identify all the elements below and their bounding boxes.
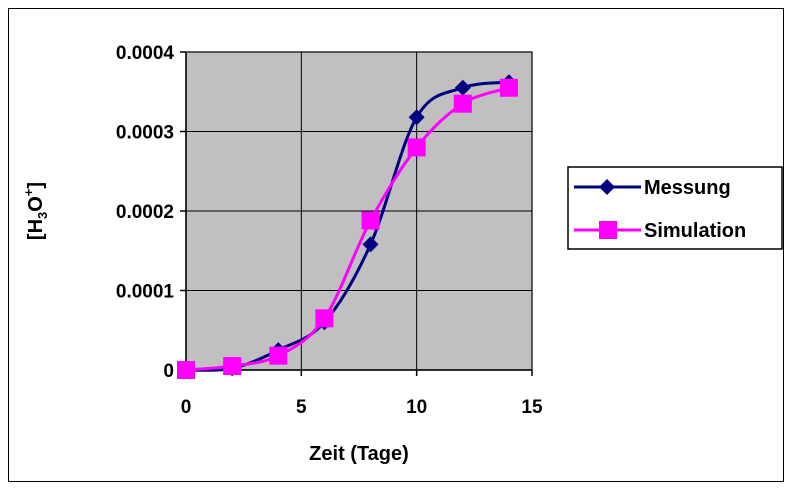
- y-axis-title-sub: 3: [35, 212, 50, 219]
- data-point-messung: [454, 79, 471, 96]
- x-tick-label: 10: [406, 397, 427, 418]
- axes: 0 0.0001 0.0002 0.0003 0.0004 0 5 10 15: [116, 43, 543, 418]
- data-point-simulation: [499, 78, 518, 97]
- legend-marker-simulation: [599, 221, 617, 239]
- data-point-simulation: [407, 138, 426, 157]
- series-simulation: [177, 78, 518, 379]
- data-point-simulation: [223, 357, 242, 376]
- legend-label-simulation: Simulation: [644, 220, 746, 242]
- series-layer: [177, 74, 518, 379]
- data-point-messung: [362, 236, 379, 253]
- y-axis-title-prefix: [H: [25, 219, 47, 240]
- legend-item-simulation: Simulation: [574, 220, 746, 242]
- data-point-simulation: [453, 94, 472, 113]
- y-tick-label: 0.0002: [116, 202, 174, 223]
- x-tick-label: 5: [296, 397, 307, 418]
- x-axis-title: Zeit (Tage): [309, 443, 409, 465]
- y-tick-label: 0.0001: [116, 282, 175, 303]
- x-tick-label: 15: [521, 397, 543, 418]
- grid-lines: [186, 51, 533, 370]
- y-axis-title: [H3O+]: [21, 182, 50, 240]
- legend-item-messung: Messung: [574, 177, 731, 199]
- y-axis-title-mid: O: [25, 196, 47, 212]
- data-point-simulation: [361, 211, 380, 230]
- y-tick-label: 0.0003: [116, 123, 174, 144]
- x-tick-label: 0: [181, 397, 192, 418]
- y-axis-title-suffix: ]: [25, 182, 47, 189]
- y-tick-label: 0: [163, 361, 174, 382]
- data-point-messung: [408, 109, 425, 126]
- legend-label-messung: Messung: [644, 177, 731, 199]
- legend: Messung Simulation: [567, 166, 783, 250]
- data-point-simulation: [177, 361, 195, 379]
- legend-marker-messung: [599, 179, 615, 195]
- data-point-simulation: [315, 309, 334, 328]
- y-tick-label: 0.0004: [116, 43, 175, 64]
- y-axis-title-sup: +: [21, 188, 36, 196]
- data-point-simulation: [269, 346, 288, 365]
